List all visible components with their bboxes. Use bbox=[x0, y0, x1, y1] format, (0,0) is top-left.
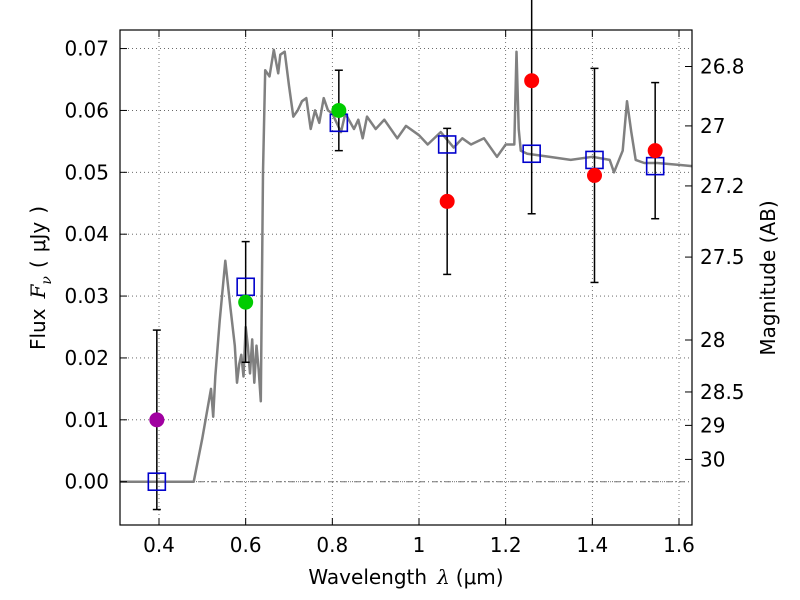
y-tick-label: 0.01 bbox=[64, 408, 109, 432]
model-photometry-square bbox=[437, 135, 457, 154]
y-tick-label: 0.05 bbox=[64, 160, 109, 184]
observed-flux-point bbox=[587, 167, 602, 183]
model-photometry-square bbox=[147, 472, 167, 491]
y2-tick-label: 30 bbox=[700, 447, 725, 471]
x-tick-label: 1.6 bbox=[663, 533, 695, 557]
x-tick-label: 0.6 bbox=[230, 533, 262, 557]
observed-flux-point bbox=[149, 412, 165, 428]
axis-ticks: 0.4 0.6 0.8 1 1.2 1.4 1.6 0.00 0.01 0.02 0.03 0.04 0… bbox=[64, 30, 745, 557]
y-tick-label: 0.04 bbox=[64, 222, 109, 246]
y2-tick-label: 27.2 bbox=[700, 174, 745, 198]
y-tick-label: 0.03 bbox=[64, 284, 109, 308]
model-spectrum bbox=[120, 48, 693, 483]
y-tick-label: 0.07 bbox=[64, 37, 109, 61]
y-tick-label: 0.06 bbox=[64, 98, 109, 122]
grid bbox=[120, 30, 692, 525]
observed-flux-point bbox=[238, 294, 254, 310]
y2-tick-label: 27 bbox=[700, 114, 725, 138]
spectrum-line bbox=[120, 48, 693, 483]
y2-axis-label: Magnitude (AB) bbox=[756, 200, 780, 355]
y2-tick-label: 29 bbox=[700, 413, 725, 437]
data-markers bbox=[147, 73, 665, 491]
x-tick-label: 0.4 bbox=[143, 533, 175, 557]
plot-frame bbox=[119, 29, 693, 526]
x-tick-label: 0.8 bbox=[316, 533, 348, 557]
y2-tick-label: 26.8 bbox=[700, 55, 745, 79]
error-bars bbox=[152, 0, 660, 511]
observed-flux-point bbox=[647, 143, 663, 159]
y2-tick-label: 28 bbox=[700, 328, 725, 352]
x-tick-label: 1.2 bbox=[490, 533, 522, 557]
x-tick-label: 1 bbox=[413, 533, 426, 557]
x-tick-label: 1.4 bbox=[576, 533, 608, 557]
model-photometry-square bbox=[522, 144, 541, 164]
x-axis-label: Wavelength λ (μm) bbox=[308, 565, 503, 589]
observed-flux-point bbox=[439, 193, 455, 209]
y-axis-label: FluxFν(μJy) bbox=[26, 206, 55, 350]
observed-flux-point bbox=[331, 102, 347, 118]
y-tick-label: 0.02 bbox=[64, 346, 109, 370]
y2-tick-label: 27.5 bbox=[700, 245, 745, 269]
y2-tick-label: 28.5 bbox=[700, 380, 745, 404]
observed-flux-point bbox=[524, 73, 540, 89]
y-tick-label: 0.00 bbox=[64, 470, 109, 494]
